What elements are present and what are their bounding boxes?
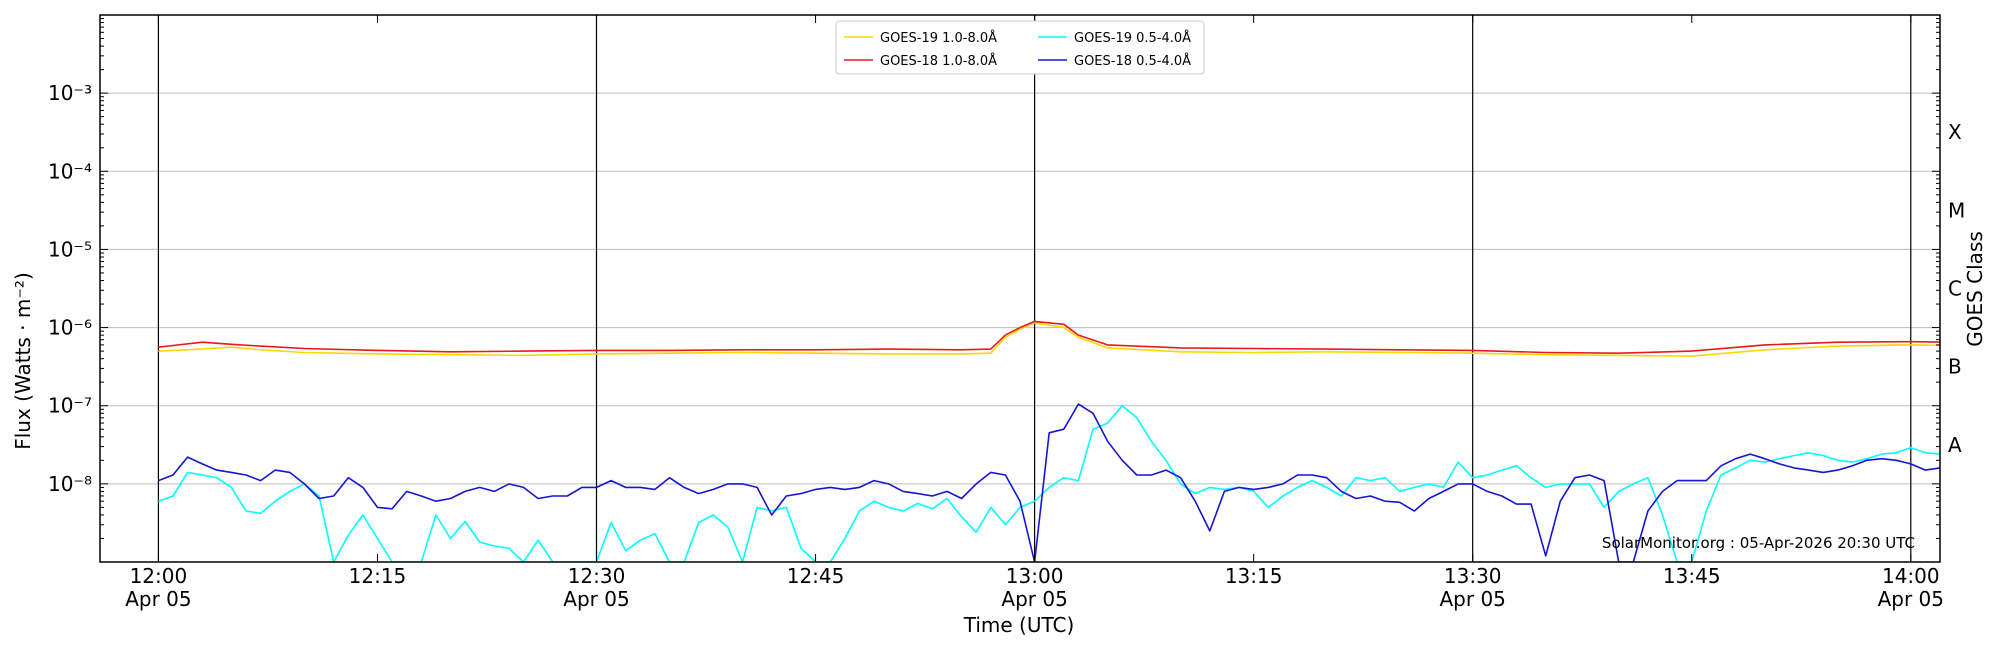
series-goes18-long bbox=[158, 320, 1940, 355]
x-tick-date-label: Apr 05 bbox=[563, 587, 629, 611]
y-tick-label: 10⁻⁸ bbox=[48, 472, 92, 496]
right-axis-title: GOES Class bbox=[1963, 231, 1987, 347]
y-tick-label: 10⁻⁶ bbox=[48, 316, 92, 340]
series-goes19-short bbox=[158, 404, 1940, 562]
x-tick-label: 12:15 bbox=[349, 564, 407, 588]
x-tick-date-label: Apr 05 bbox=[1439, 587, 1505, 611]
series-layer bbox=[158, 320, 1940, 562]
goes-class-label: X bbox=[1948, 120, 1962, 144]
legend-box bbox=[835, 20, 1205, 75]
x-tick-label: 12:45 bbox=[787, 564, 845, 588]
y-tick-label: 10⁻³ bbox=[48, 81, 92, 105]
legend-label-goes18-short: GOES-18 0.5-4.0Å bbox=[1074, 53, 1191, 69]
goes-class-label: A bbox=[1948, 433, 1962, 457]
x-tick-date-label: Apr 05 bbox=[125, 587, 191, 611]
x-tick-label: 13:30 bbox=[1444, 564, 1502, 588]
x-tick-label: 14:00 bbox=[1882, 564, 1940, 588]
goes-class-label: C bbox=[1948, 277, 1962, 301]
x-tick-label: 12:30 bbox=[568, 564, 626, 588]
x-tick-label: 13:15 bbox=[1225, 564, 1283, 588]
goes-class-label: M bbox=[1948, 198, 1965, 222]
credit-text: SolarMonitor.org : 05-Apr-2026 20:30 UTC bbox=[1602, 534, 1915, 552]
x-tick-date-label: Apr 05 bbox=[1001, 587, 1067, 611]
y-tick-label: 10⁻⁵ bbox=[48, 237, 92, 261]
x-tick-label: 12:00 bbox=[130, 564, 188, 588]
legend-label-goes19-long: GOES-19 1.0-8.0Å bbox=[880, 30, 997, 46]
legend-label-goes19-short: GOES-19 0.5-4.0Å bbox=[1074, 30, 1191, 46]
series-goes18-short bbox=[158, 403, 1940, 562]
y-axis-title: Flux (Watts · m⁻²) bbox=[11, 272, 35, 450]
legend: GOES-19 1.0-8.0Å GOES-18 1.0-8.0Å GOES-1… bbox=[835, 20, 1205, 75]
x-tick-date-label: Apr 05 bbox=[1878, 587, 1944, 611]
y-tick-label: 10⁻⁷ bbox=[48, 394, 92, 418]
plot-frame bbox=[99, 14, 1941, 563]
x-tick-label: 13:00 bbox=[1006, 564, 1064, 588]
x-axis-title: Time (UTC) bbox=[963, 613, 1075, 637]
legend-label-goes18-long: GOES-18 1.0-8.0Å bbox=[880, 53, 997, 69]
x-tick-label: 13:45 bbox=[1663, 564, 1721, 588]
goes-class-label: B bbox=[1948, 355, 1962, 379]
y-tick-label: 10⁻⁴ bbox=[48, 159, 92, 183]
series-goes19-long bbox=[158, 321, 1940, 358]
